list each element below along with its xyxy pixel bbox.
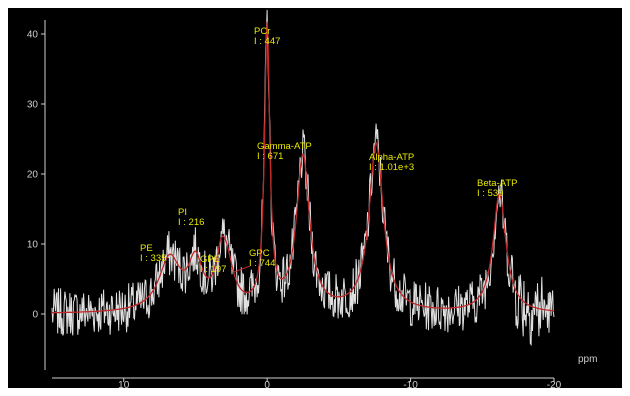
peak-label-gpc: GPC <box>249 248 270 259</box>
peak-label-beta-atp: Beta-ATP <box>477 178 517 189</box>
y-tick-label: 20 <box>27 170 39 181</box>
peak-label-gpe: GPE <box>200 254 220 265</box>
peak-integral-beta-atp: I : 539 <box>477 188 503 199</box>
peak-integral-alpha-atp: I : 1.01e+3 <box>369 162 414 173</box>
spectrum-plot: 0 10 20 30 40 10 0 -10 -20 ppm PEI : 335 PII : 216… <box>8 8 622 388</box>
peak-label-alpha-atp: Alpha-ATP <box>369 152 414 163</box>
measured-spectrum-line <box>51 9 555 347</box>
peak-label-pcr: PCr <box>254 26 270 37</box>
gpc-pointer <box>233 265 251 273</box>
peak-integral-pe: I : 335 <box>140 253 166 264</box>
peak-integral-gpe: I : 197 <box>200 264 226 275</box>
peak-integral-gamma-atp: I : 671 <box>257 151 283 162</box>
fit-line <box>52 21 555 314</box>
y-tick-label: 40 <box>27 30 39 41</box>
peak-label-pe: PE <box>140 243 153 254</box>
x-axis-label: ppm <box>578 354 597 365</box>
y-tick-label: 30 <box>27 100 39 111</box>
peak-integral-gpc: I : 744 <box>249 258 275 269</box>
peak-label-pi: PI <box>178 207 187 218</box>
spectrum-chart: 0 10 20 30 40 10 0 -10 -20 ppm PE I : 335 PI I : 216… <box>8 8 622 388</box>
peak-label-gamma-atp: Gamma-ATP <box>257 141 312 152</box>
x-tick-label: -20 <box>547 380 562 388</box>
x-tick-label: -10 <box>403 380 418 388</box>
peak-integral-pi: I : 216 <box>178 217 204 228</box>
peak-integral-pcr: I : 447 <box>254 36 280 47</box>
y-tick-label: 10 <box>27 240 39 251</box>
y-tick-label: 0 <box>32 310 38 321</box>
x-tick-label: 10 <box>118 380 130 388</box>
x-tick-label: 0 <box>264 380 270 388</box>
